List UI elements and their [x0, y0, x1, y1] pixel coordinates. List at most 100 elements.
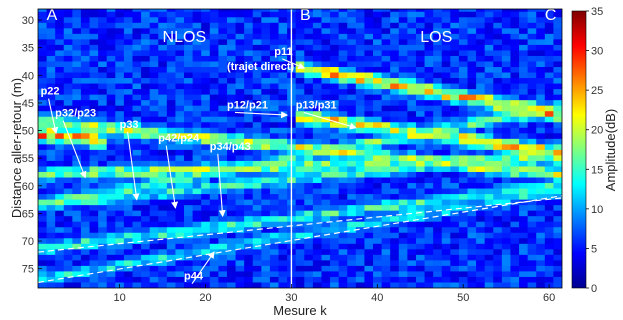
- heatmap-cell: [407, 265, 417, 273]
- heatmap-cell: [364, 94, 374, 101]
- heatmap-cell: [63, 254, 73, 261]
- heatmap-cell: [226, 160, 237, 168]
- heatmap-cell: [218, 50, 228, 57]
- heatmap-cell: [269, 22, 280, 29]
- heatmap-cell: [226, 199, 237, 206]
- heatmap-cell: [553, 61, 562, 68]
- heatmap-cell: [467, 243, 477, 250]
- heatmap-cell: [381, 188, 391, 195]
- heatmap-cell: [278, 194, 288, 201]
- heatmap-cell: [364, 22, 374, 29]
- heatmap-cell: [424, 122, 434, 129]
- heatmap-cell: [510, 260, 520, 267]
- heatmap-cell: [347, 265, 357, 273]
- heatmap-cell: [72, 194, 82, 201]
- heatmap-cell: [141, 205, 151, 212]
- heatmap-cell: [484, 243, 494, 250]
- heatmap-cell: [123, 232, 134, 239]
- heatmap-cell: [321, 116, 331, 123]
- heatmap-cell: [106, 122, 116, 129]
- heatmap-cell: [235, 243, 245, 250]
- heatmap-cell: [175, 144, 185, 151]
- heatmap-cell: [106, 171, 116, 179]
- heatmap-cell: [295, 232, 305, 239]
- heatmap-cell: [141, 94, 151, 101]
- heatmap-cell: [201, 232, 211, 239]
- heatmap-cell: [493, 221, 503, 228]
- heatmap-cell: [544, 39, 555, 46]
- heatmap-cell: [364, 194, 374, 201]
- heatmap-cell: [433, 276, 443, 284]
- heatmap-cell: [46, 116, 56, 123]
- heatmap-cell: [175, 44, 185, 52]
- heatmap-cell: [46, 232, 56, 239]
- heatmap-cell: [536, 127, 546, 134]
- heatmap-cell: [295, 177, 305, 184]
- heatmap-cell: [63, 260, 73, 267]
- heatmap-cell: [338, 17, 348, 24]
- heatmap-cell: [184, 210, 194, 217]
- heatmap-cell: [519, 11, 529, 18]
- heatmap-cell: [244, 138, 254, 145]
- heatmap-cell: [510, 44, 520, 52]
- heatmap-cell: [106, 227, 116, 234]
- heatmap-cell: [338, 11, 348, 18]
- heatmap-cell: [218, 194, 228, 201]
- heatmap-cell: [536, 39, 546, 46]
- heatmap-cell: [209, 282, 219, 288]
- heatmap-cell: [80, 160, 91, 168]
- heatmap-cell: [123, 9, 134, 13]
- heatmap-cell: [450, 177, 460, 184]
- heatmap-cell: [467, 94, 477, 101]
- heatmap-cell: [244, 160, 254, 168]
- heatmap-cell: [158, 127, 168, 134]
- heatmap-cell: [338, 227, 348, 234]
- heatmap-cell: [347, 78, 357, 85]
- heatmap-cell: [218, 105, 228, 112]
- heatmap-cell: [321, 105, 331, 112]
- heatmap-cell: [398, 188, 408, 195]
- heatmap-cell: [510, 138, 520, 145]
- heatmap-cell: [132, 216, 142, 223]
- heatmap-cell: [192, 271, 202, 278]
- heatmap-cell: [338, 127, 348, 134]
- heatmap-cell: [141, 144, 151, 151]
- heatmap-cell: [441, 194, 451, 201]
- heatmap-cell: [226, 11, 237, 18]
- heatmap-cell: [476, 276, 486, 284]
- heatmap-cell: [312, 116, 323, 123]
- heatmap-cell: [252, 28, 262, 35]
- heatmap-cell: [123, 265, 134, 273]
- heatmap-cell: [355, 144, 366, 151]
- heatmap-cell: [226, 116, 237, 123]
- heatmap-cell: [46, 127, 56, 134]
- heatmap-cell: [106, 44, 116, 52]
- heatmap-cell: [209, 94, 219, 101]
- annotation-arrow: [282, 58, 306, 70]
- heatmap-cell: [295, 254, 305, 261]
- heatmap-cell: [106, 149, 116, 156]
- heatmap-cell: [46, 149, 56, 156]
- heatmap-cell: [226, 138, 237, 145]
- heatmap-cell: [536, 210, 546, 217]
- heatmap-cell: [80, 100, 91, 107]
- heatmap-cell: [55, 83, 65, 90]
- heatmap-cell: [184, 89, 194, 96]
- heatmap-cell: [46, 194, 56, 201]
- heatmap-cell: [72, 210, 82, 217]
- heatmap-cell: [269, 9, 280, 13]
- heatmap-cell: [398, 22, 408, 29]
- heatmap-cell: [536, 243, 546, 250]
- heatmap-cell: [80, 116, 91, 123]
- heatmap-cell: [510, 11, 520, 18]
- heatmap-cell: [244, 50, 254, 57]
- heatmap-cell: [46, 61, 56, 68]
- heatmap-cell: [450, 67, 460, 74]
- heatmap-cell: [544, 122, 555, 129]
- heatmap-cell: [544, 61, 555, 68]
- heatmap-cell: [347, 210, 357, 217]
- heatmap-cell: [235, 160, 245, 168]
- heatmap-cell: [373, 232, 383, 239]
- colorbar-tick-label: 5: [591, 243, 597, 255]
- heatmap-cell: [235, 227, 245, 234]
